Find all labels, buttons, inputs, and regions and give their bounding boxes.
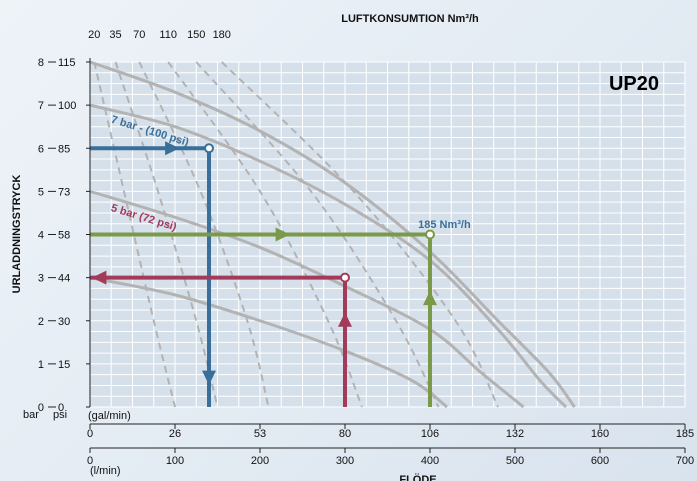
y-tick-bar-label: 8 [38, 57, 44, 69]
x-tick-lmin-label: 500 [506, 455, 524, 467]
y-tick-bar-label: 2 [38, 316, 44, 328]
y-tick-bar-label: 5 [38, 186, 44, 198]
top-tick-label: 180 [213, 29, 231, 41]
air-curve-70 [138, 61, 270, 408]
x-tick-gal-label: 185 [676, 428, 694, 440]
top-tick-label: 20 [88, 29, 100, 41]
curve-annotation: 185 Nm³/h [418, 219, 471, 231]
y-tick-psi-label: 73 [58, 186, 70, 198]
y-axis-title: URLADDNINGSTRYCK [11, 175, 23, 294]
arrow-head [275, 227, 290, 242]
y-tick-bar-label: 1 [38, 359, 44, 371]
pressure-curve [89, 60, 576, 408]
x-tick-gal-label: 132 [506, 428, 524, 440]
operating-point-blue [204, 143, 214, 154]
x-tick-lmin-label: 300 [336, 455, 354, 467]
arrow-head [92, 270, 107, 285]
x-tick-gal-label: 26 [169, 428, 181, 440]
operating-point-lines [90, 141, 437, 407]
air-curve-20 [93, 61, 176, 408]
y-tick-psi-label: 0 [58, 402, 64, 414]
pressure-curves [89, 60, 576, 409]
x-tick-lmin-label: 0 [87, 455, 93, 467]
top-tick-label: 35 [109, 29, 121, 41]
x-tick-gal-label: 106 [421, 428, 439, 440]
top-tick-label: 70 [133, 29, 145, 41]
top-tick-label: 150 [187, 29, 205, 41]
y-tick-psi-label: 100 [58, 100, 76, 112]
y-tick-psi-label: 15 [58, 359, 70, 371]
gal-unit-label: (gal/min) [88, 410, 131, 422]
arrow-head [338, 312, 352, 327]
arrow-head [165, 141, 180, 156]
x-tick-lmin-label: 100 [166, 455, 184, 467]
air-curve-180 [221, 61, 499, 408]
y-tick-bar-label: 7 [38, 100, 44, 112]
operating-point-red [340, 272, 350, 283]
x-tick-gal-label: 53 [254, 428, 266, 440]
bar-unit-label: bar [23, 409, 39, 421]
x-tick-gal-label: 160 [591, 428, 609, 440]
y-tick-bar-label: 6 [38, 143, 44, 155]
pressure-curve [89, 189, 525, 409]
y-tick-bar-label: 3 [38, 273, 44, 285]
arrow-head [202, 370, 216, 385]
y-tick-psi-label: 44 [58, 273, 70, 285]
pressure-curve [89, 276, 448, 409]
top-axis-title: LUFTKONSUMTION Nm³/h [341, 13, 479, 25]
air-curve-150 [195, 61, 440, 408]
y-tick-bar-label: 4 [38, 230, 44, 242]
y-tick-psi-label: 30 [58, 316, 70, 328]
x-tick-lmin-label: 200 [251, 455, 269, 467]
x-axis-title: FLÖDE [399, 473, 436, 481]
x-tick-lmin-label: 700 [676, 455, 694, 467]
chart-title: UP20 [609, 73, 659, 95]
x-tick-lmin-label: 400 [421, 455, 439, 467]
x-tick-gal-label: 80 [339, 428, 351, 440]
arrow-head [423, 290, 437, 306]
y-tick-psi-label: 85 [58, 143, 70, 155]
x-tick-gal-label: 0 [87, 428, 93, 440]
top-tick-label: 110 [159, 29, 177, 41]
lmin-unit-label: (l/min) [90, 465, 121, 477]
y-tick-psi-label: 58 [58, 230, 70, 242]
y-tick-psi-label: 115 [58, 57, 76, 69]
pressure-curve [89, 103, 568, 409]
operating-point-green [425, 229, 435, 240]
y-tick-bar-label: 0 [38, 402, 44, 414]
x-tick-lmin-label: 600 [591, 455, 609, 467]
psi-unit-label: psi [53, 409, 67, 421]
